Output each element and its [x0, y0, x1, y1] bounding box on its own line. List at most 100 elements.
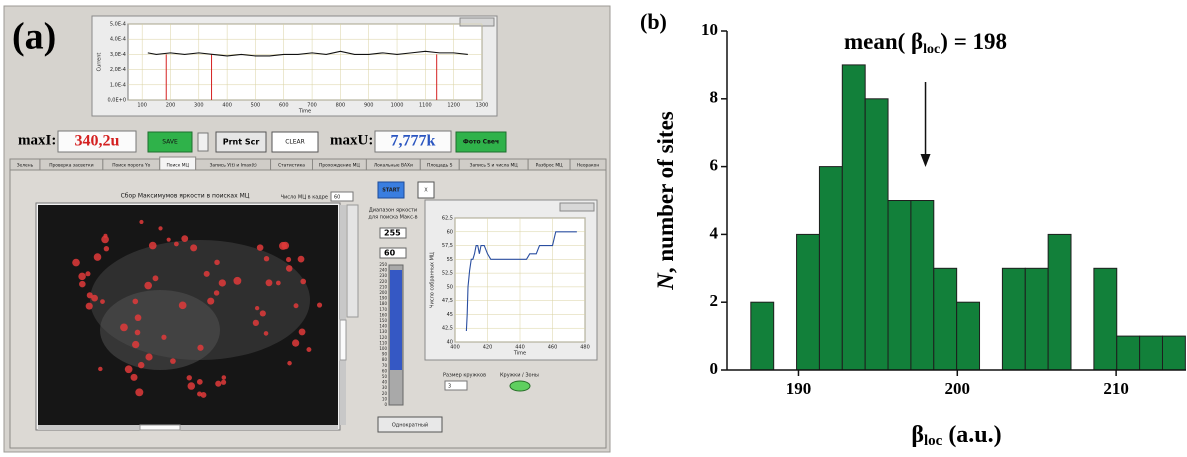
detected-spot	[215, 380, 222, 387]
v-scrollbar[interactable]	[340, 205, 346, 425]
tab-label[interactable]: Неоракон	[577, 163, 600, 169]
detected-spot	[86, 292, 93, 299]
detected-spot	[196, 378, 203, 385]
tab-label[interactable]: Поиск МЦ	[166, 163, 189, 169]
single-button[interactable]	[377, 416, 443, 433]
slider-scale-label: 20	[382, 391, 388, 396]
detected-spot	[187, 382, 196, 390]
y-tick-label: 2,0E-4	[110, 67, 126, 73]
photo-label[interactable]: Фото Свеч	[463, 139, 499, 146]
detected-spot	[152, 275, 159, 282]
x-tick-label: 900	[364, 103, 374, 109]
range-min[interactable]: 60	[384, 249, 396, 258]
detected-spot	[93, 253, 102, 261]
detected-spot	[134, 314, 142, 322]
count-value[interactable]: 60	[334, 195, 340, 201]
detected-spot	[291, 339, 300, 347]
x-axis-label: βloc (a.u.)	[911, 422, 1001, 450]
range-max-field[interactable]	[379, 227, 407, 239]
max-u-value: 7,777k	[391, 133, 436, 150]
h-scrollbar[interactable]	[38, 425, 338, 430]
tab-label[interactable]: Статистика	[278, 163, 305, 169]
detected-spot	[158, 226, 163, 231]
detected-spot	[263, 256, 270, 262]
graph-tools[interactable]	[459, 17, 495, 27]
slider-scale-label: 130	[379, 329, 387, 334]
panel-label: (b)	[640, 9, 667, 34]
range-max[interactable]: 255	[384, 229, 401, 238]
bar	[1139, 335, 1163, 371]
count-field[interactable]	[330, 191, 354, 202]
detected-spot	[139, 219, 144, 225]
slider-scale-label: 220	[379, 279, 387, 284]
range-label: для поиска Макс-в	[368, 215, 417, 221]
tab-label[interactable]: Локальные ВАХи	[374, 163, 413, 169]
detected-spot	[101, 235, 109, 244]
detected-spot	[186, 375, 192, 381]
tab-label[interactable]: Зелень	[17, 163, 34, 169]
detected-spot	[203, 270, 210, 277]
bar	[841, 64, 866, 371]
y-tick-label: 52,5	[442, 271, 453, 277]
annotation-text: mean( β	[844, 29, 923, 54]
slider-fill[interactable]	[390, 270, 402, 370]
circle-size-field[interactable]	[444, 380, 468, 391]
h-scroll-thumb[interactable]	[139, 424, 181, 431]
max-u-field	[374, 130, 452, 153]
detected-spot	[135, 388, 144, 397]
detected-spot	[78, 272, 86, 281]
detected-spot	[103, 246, 110, 252]
photo-button[interactable]	[455, 131, 507, 153]
close-button[interactable]	[417, 181, 435, 199]
range-min-field[interactable]	[379, 247, 407, 259]
y-tick-label: 60	[447, 229, 453, 235]
y-tick-label: 1,0E-4	[110, 82, 126, 88]
detected-spot	[214, 259, 220, 266]
v-scroll-thumb[interactable]	[339, 319, 347, 361]
bar	[887, 200, 912, 371]
tab-label[interactable]: Проверка засветки	[49, 163, 94, 169]
detected-spot	[134, 329, 141, 336]
detected-spot	[98, 366, 103, 372]
save-button[interactable]	[147, 131, 193, 153]
detected-spot	[275, 280, 281, 286]
single-label[interactable]: Однократный	[392, 422, 428, 429]
toggle[interactable]	[197, 132, 209, 152]
y-tick-label: 8	[710, 88, 719, 107]
detected-spot	[197, 391, 202, 397]
start-label[interactable]: START	[382, 188, 400, 194]
tab-label[interactable]: Прохождение МЦ	[319, 163, 360, 169]
graph-tools[interactable]	[559, 202, 595, 212]
circle-size-value[interactable]: 3	[448, 384, 451, 390]
detected-spot	[181, 235, 189, 243]
tab-label[interactable]: Разброс МЦ	[536, 162, 563, 169]
detected-spot	[72, 258, 80, 267]
y-tick-label: 10	[701, 20, 718, 39]
panel-label: (a)	[12, 16, 56, 58]
start-button[interactable]	[377, 181, 405, 199]
y-tick-label: 6	[710, 156, 719, 175]
tool-palette[interactable]	[346, 204, 359, 318]
print-button[interactable]	[215, 131, 267, 153]
close-label[interactable]: X	[424, 188, 428, 194]
x-tick-label: 700	[307, 103, 317, 109]
save-label[interactable]: SAVE	[162, 139, 178, 146]
tab-label[interactable]: Запись S и числа МЦ	[470, 163, 519, 169]
slider-scale-label: 40	[382, 380, 388, 385]
mode-led[interactable]	[509, 380, 531, 392]
tab-label[interactable]: Поиск порога Yо	[112, 163, 150, 169]
circle-size-label: Размер кружков	[443, 373, 486, 379]
clear-button[interactable]	[271, 131, 319, 153]
tab-label[interactable]: Площадь S	[427, 163, 453, 169]
clear-label[interactable]: CLEAR	[285, 139, 305, 146]
detected-spot	[85, 271, 91, 277]
x-axis-label: Time	[298, 109, 311, 115]
tab-label[interactable]: Запись У(t) и Imax(t)	[210, 163, 257, 169]
detected-spot	[254, 305, 260, 311]
detected-spot	[132, 298, 139, 305]
y-tick-label: 4,0E-4	[110, 37, 126, 43]
detected-spot	[306, 347, 312, 353]
detected-spot	[91, 294, 98, 302]
print-label[interactable]: Prnt Scr	[223, 138, 260, 147]
detected-spot	[132, 340, 140, 349]
